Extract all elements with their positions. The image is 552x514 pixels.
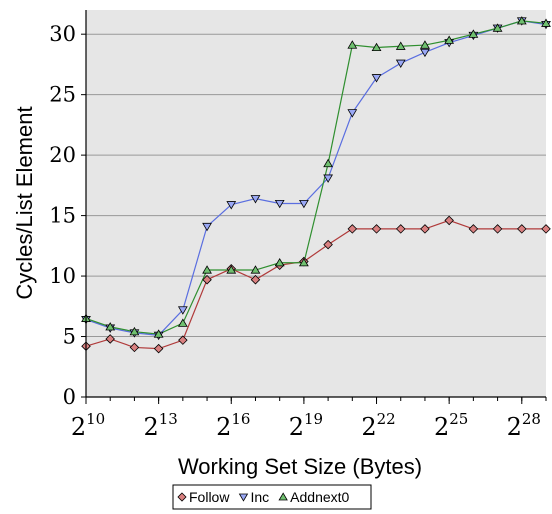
y-tick-label: 0 bbox=[63, 385, 76, 409]
data-point-inc bbox=[323, 174, 334, 183]
data-point-follow bbox=[153, 343, 164, 354]
data-point-addnext0 bbox=[347, 40, 358, 49]
x-tick-exponent: 25 bbox=[449, 410, 468, 428]
data-point-follow bbox=[347, 224, 358, 234]
data-point-addnext0 bbox=[444, 35, 455, 44]
series-follow bbox=[85, 219, 546, 350]
data-point-follow bbox=[202, 274, 212, 285]
x-tick-exponent: 22 bbox=[377, 410, 396, 428]
series-line-follow bbox=[85, 219, 546, 350]
data-point-addnext0 bbox=[371, 42, 382, 52]
x-tick-label: 225 bbox=[434, 410, 468, 441]
legend-item-follow: Follow bbox=[177, 489, 230, 505]
x-tick-base: 2 bbox=[143, 413, 158, 441]
y-axis-label: Cycles/List Element bbox=[12, 106, 37, 299]
legend-item-inc: Inc bbox=[238, 489, 269, 505]
x-tick-exponent: 13 bbox=[159, 410, 178, 428]
data-point-follow bbox=[420, 224, 430, 234]
data-point-addnext0 bbox=[274, 257, 285, 267]
data-point-inc bbox=[420, 48, 430, 58]
x-tick-label: 216 bbox=[216, 410, 250, 441]
x-tick-label: 222 bbox=[361, 410, 395, 441]
data-point-follow bbox=[323, 239, 333, 250]
legend-box bbox=[172, 484, 372, 510]
data-point-follow bbox=[517, 224, 527, 234]
y-tick-label: 25 bbox=[49, 83, 76, 107]
data-point-follow bbox=[371, 224, 382, 234]
data-point-follow bbox=[129, 342, 140, 353]
y-tick-label: 20 bbox=[49, 143, 76, 167]
x-tick-base: 2 bbox=[289, 413, 304, 441]
y-tick-label: 30 bbox=[49, 22, 76, 46]
data-point-inc bbox=[371, 74, 382, 83]
data-point-addnext0 bbox=[250, 265, 261, 274]
data-point-follow bbox=[468, 224, 479, 234]
data-point-follow bbox=[541, 224, 551, 234]
legend-label: Addnext0 bbox=[290, 489, 349, 505]
x-tick-label: 210 bbox=[71, 410, 105, 441]
data-point-addnext0 bbox=[298, 257, 309, 267]
legend-marker-addnext0 bbox=[278, 492, 288, 501]
data-point-addnext0 bbox=[323, 158, 334, 168]
x-tick-exponent: 28 bbox=[522, 410, 541, 428]
legend-marker-follow bbox=[177, 492, 187, 502]
x-axis-label: Working Set Size (Bytes) bbox=[178, 454, 422, 479]
legend-item-addnext0: Addnext0 bbox=[278, 489, 350, 505]
data-point-addnext0 bbox=[177, 318, 188, 327]
data-point-inc bbox=[298, 199, 309, 209]
data-point-inc bbox=[202, 222, 212, 232]
data-point-addnext0 bbox=[129, 326, 140, 336]
data-point-follow bbox=[395, 224, 406, 234]
x-tick-base: 2 bbox=[71, 413, 86, 441]
x-tick-base: 2 bbox=[361, 413, 376, 441]
data-point-addnext0 bbox=[395, 41, 406, 50]
x-tick-exponent: 19 bbox=[304, 410, 323, 428]
x-tick-label: 213 bbox=[143, 410, 177, 441]
data-point-addnext0 bbox=[105, 322, 116, 331]
data-point-addnext0 bbox=[541, 18, 551, 27]
data-point-inc bbox=[395, 59, 406, 68]
x-tick-label: 219 bbox=[289, 410, 323, 441]
data-point-addnext0 bbox=[420, 40, 430, 49]
data-point-follow bbox=[178, 335, 188, 345]
x-tick-exponent: 10 bbox=[86, 410, 105, 428]
legend: Follow Inc Addnext0 bbox=[172, 484, 372, 510]
x-tick-label: 228 bbox=[507, 410, 541, 441]
y-tick-label: 5 bbox=[63, 325, 76, 349]
data-point-addnext0 bbox=[153, 329, 164, 338]
legend-label: Follow bbox=[189, 489, 230, 505]
x-tick-labels: 210 213 216 219 222 225 228 bbox=[71, 410, 541, 441]
x-tick-exponent: 16 bbox=[231, 410, 250, 428]
data-point-inc bbox=[347, 109, 358, 118]
y-tick-label: 10 bbox=[49, 264, 76, 288]
data-point-addnext0 bbox=[468, 29, 479, 38]
data-point-addnext0 bbox=[202, 265, 212, 274]
x-tick-base: 2 bbox=[434, 413, 449, 441]
legend-marker-inc bbox=[238, 493, 249, 502]
plot-background bbox=[86, 10, 546, 397]
data-point-inc bbox=[226, 201, 237, 210]
data-point-follow bbox=[492, 224, 503, 234]
y-tick-labels: 0 5 10 15 20 25 30 bbox=[49, 22, 76, 409]
x-tick-base: 2 bbox=[216, 413, 231, 441]
legend-label: Inc bbox=[250, 489, 269, 505]
data-point-follow bbox=[105, 334, 115, 344]
markers-addnext0 bbox=[81, 16, 551, 338]
data-point-addnext0 bbox=[226, 265, 237, 274]
data-point-inc bbox=[250, 195, 261, 204]
data-point-follow bbox=[444, 215, 454, 226]
y-tick-label: 15 bbox=[49, 204, 76, 228]
data-point-inc bbox=[177, 306, 188, 315]
data-point-addnext0 bbox=[492, 23, 503, 32]
axes bbox=[81, 10, 547, 404]
x-tick-base: 2 bbox=[507, 413, 522, 441]
data-point-inc bbox=[274, 199, 285, 209]
series-layer bbox=[81, 16, 551, 354]
data-point-addnext0 bbox=[516, 16, 527, 25]
data-point-follow bbox=[250, 274, 261, 285]
